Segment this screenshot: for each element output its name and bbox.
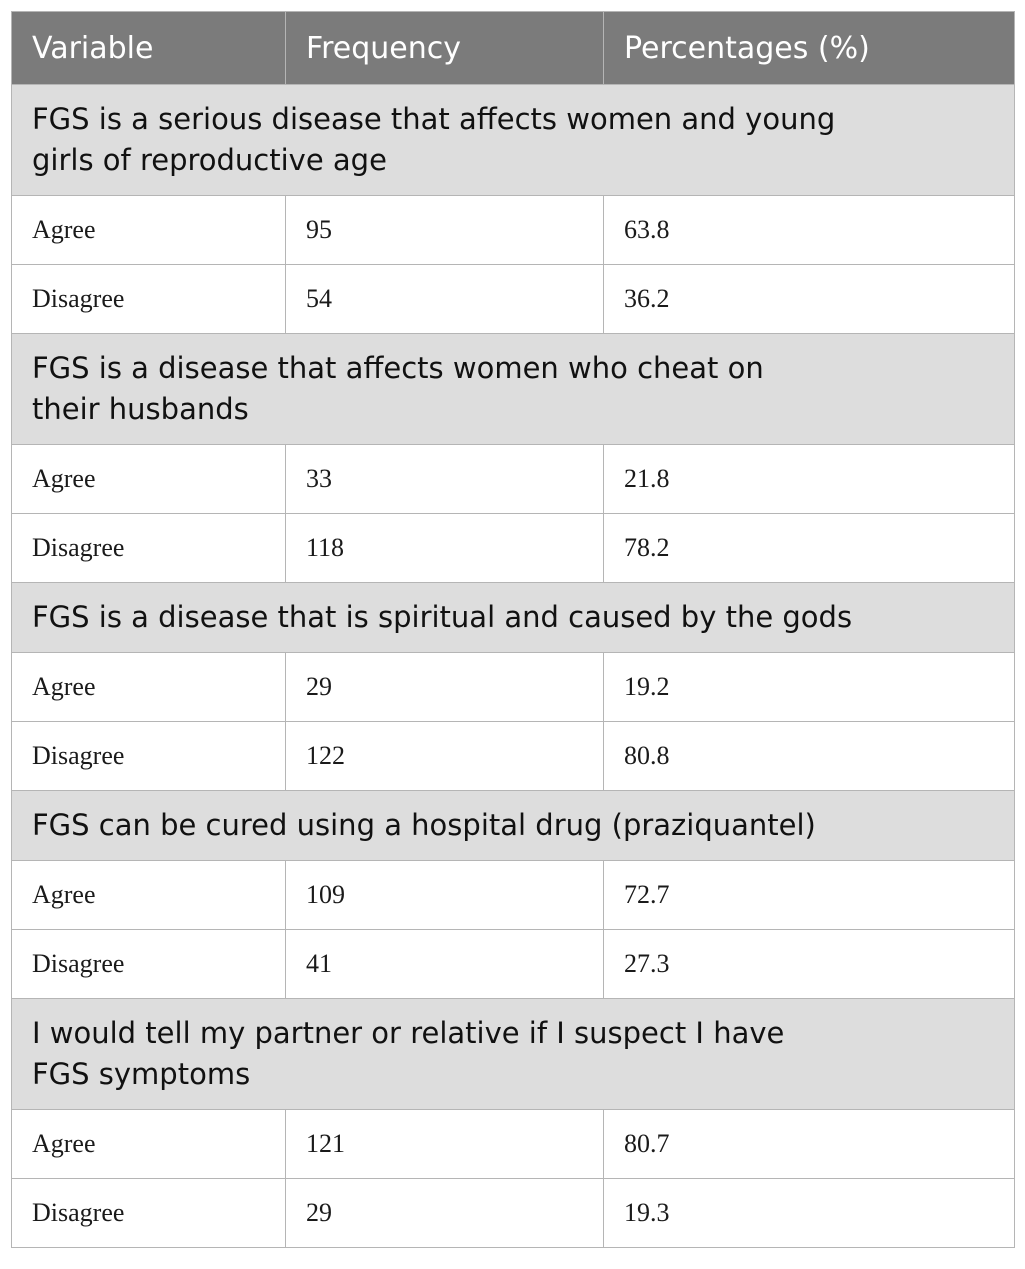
section-title-text: FGS can be cured using a hospital drug (… bbox=[32, 808, 816, 842]
cell-frequency: 121 bbox=[285, 1109, 604, 1179]
cell-percentage: 27.3 bbox=[603, 929, 1015, 999]
cell-frequency: 109 bbox=[285, 860, 604, 930]
cell-frequency: 29 bbox=[285, 1178, 604, 1248]
cell-frequency: 118 bbox=[285, 513, 604, 583]
table-row: Disagree 118 78.2 bbox=[11, 513, 1015, 583]
section-title: I would tell my partner or relative if I… bbox=[11, 998, 1015, 1110]
table-row: Disagree 122 80.8 bbox=[11, 721, 1015, 791]
cell-frequency: 122 bbox=[285, 721, 604, 791]
cell-variable: Disagree bbox=[11, 929, 286, 999]
cell-variable: Agree bbox=[11, 860, 286, 930]
section-row: I would tell my partner or relative if I… bbox=[11, 998, 1015, 1110]
table-row: Disagree 29 19.3 bbox=[11, 1178, 1015, 1248]
cell-variable: Agree bbox=[11, 444, 286, 514]
cell-variable: Disagree bbox=[11, 264, 286, 334]
table-header: Variable Frequency Percentages (%) bbox=[11, 11, 1015, 85]
cell-percentage: 80.8 bbox=[603, 721, 1015, 791]
cell-variable: Disagree bbox=[11, 1178, 286, 1248]
cell-variable: Disagree bbox=[11, 513, 286, 583]
survey-table: Variable Frequency Percentages (%) FGS i… bbox=[11, 11, 1015, 1248]
section-title-text: FGS is a disease that affects women who … bbox=[32, 351, 764, 426]
section-row: FGS is a disease that is spiritual and c… bbox=[11, 582, 1015, 653]
section-row: FGS is a disease that affects women who … bbox=[11, 333, 1015, 445]
table-row: Agree 109 72.7 bbox=[11, 860, 1015, 930]
cell-frequency: 54 bbox=[285, 264, 604, 334]
table-row: Agree 33 21.8 bbox=[11, 444, 1015, 514]
table-row: Disagree 41 27.3 bbox=[11, 929, 1015, 999]
cell-variable: Agree bbox=[11, 1109, 286, 1179]
table-row: Agree 95 63.8 bbox=[11, 195, 1015, 265]
cell-percentage: 78.2 bbox=[603, 513, 1015, 583]
header-variable: Variable bbox=[11, 11, 286, 85]
section-title: FGS is a disease that is spiritual and c… bbox=[11, 582, 1015, 653]
table-body: FGS is a serious disease that affects wo… bbox=[11, 84, 1015, 1248]
cell-frequency: 33 bbox=[285, 444, 604, 514]
section-title: FGS can be cured using a hospital drug (… bbox=[11, 790, 1015, 861]
header-row: Variable Frequency Percentages (%) bbox=[11, 11, 1015, 85]
cell-percentage: 36.2 bbox=[603, 264, 1015, 334]
cell-percentage: 19.3 bbox=[603, 1178, 1015, 1248]
section-title: FGS is a serious disease that affects wo… bbox=[11, 84, 1015, 196]
cell-frequency: 29 bbox=[285, 652, 604, 722]
cell-percentage: 19.2 bbox=[603, 652, 1015, 722]
table-row: Agree 29 19.2 bbox=[11, 652, 1015, 722]
cell-frequency: 95 bbox=[285, 195, 604, 265]
section-title-text: FGS is a serious disease that affects wo… bbox=[32, 102, 836, 177]
header-percentages: Percentages (%) bbox=[603, 11, 1015, 85]
header-frequency: Frequency bbox=[285, 11, 604, 85]
table-row: Disagree 54 36.2 bbox=[11, 264, 1015, 334]
cell-variable: Disagree bbox=[11, 721, 286, 791]
cell-percentage: 21.8 bbox=[603, 444, 1015, 514]
cell-variable: Agree bbox=[11, 652, 286, 722]
section-title: FGS is a disease that affects women who … bbox=[11, 333, 1015, 445]
cell-variable: Agree bbox=[11, 195, 286, 265]
section-title-text: FGS is a disease that is spiritual and c… bbox=[32, 600, 853, 634]
table-row: Agree 121 80.7 bbox=[11, 1109, 1015, 1179]
cell-percentage: 72.7 bbox=[603, 860, 1015, 930]
section-row: FGS can be cured using a hospital drug (… bbox=[11, 790, 1015, 861]
section-row: FGS is a serious disease that affects wo… bbox=[11, 84, 1015, 196]
cell-percentage: 63.8 bbox=[603, 195, 1015, 265]
cell-percentage: 80.7 bbox=[603, 1109, 1015, 1179]
cell-frequency: 41 bbox=[285, 929, 604, 999]
section-title-text: I would tell my partner or relative if I… bbox=[32, 1016, 785, 1091]
